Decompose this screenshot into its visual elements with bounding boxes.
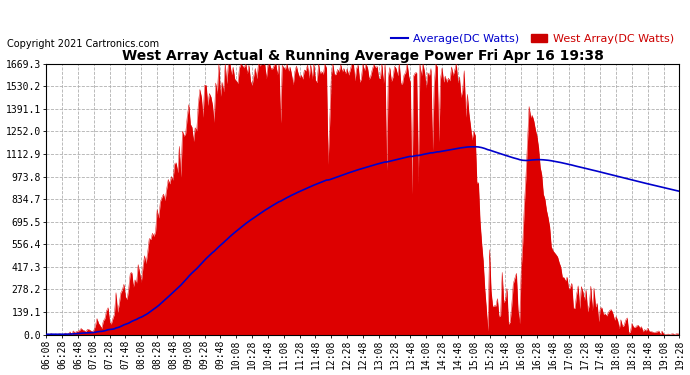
Text: Copyright 2021 Cartronics.com: Copyright 2021 Cartronics.com <box>7 39 159 50</box>
Legend: Average(DC Watts), West Array(DC Watts): Average(DC Watts), West Array(DC Watts) <box>391 34 674 44</box>
Title: West Array Actual & Running Average Power Fri Apr 16 19:38: West Array Actual & Running Average Powe… <box>122 49 604 63</box>
